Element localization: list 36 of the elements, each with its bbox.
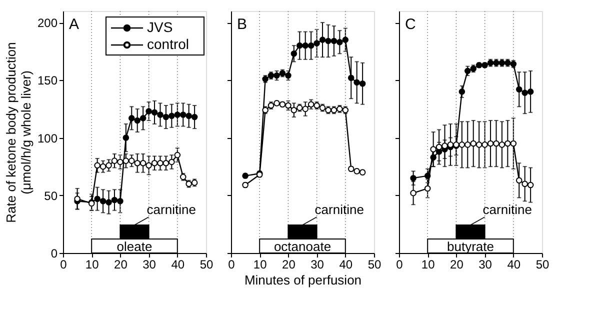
y-axis-title: Rate of ketone body production (μmol/h/g whole liver) [3, 42, 34, 223]
x-tick-label: 40 [171, 258, 185, 272]
band-label: carnitine [482, 202, 532, 217]
y-tick-label: 0 [50, 246, 58, 260]
annotation: C [405, 16, 416, 33]
x-axis-title: Minutes of perfusion [244, 272, 362, 288]
x-tick-label: 30 [142, 258, 156, 272]
x-tick-label: 10 [421, 258, 436, 272]
x-tick-label: 50 [536, 258, 550, 272]
x-tick-label: 20 [450, 258, 464, 272]
x-tick-label: 50 [200, 258, 214, 272]
y-tick-label: 200 [37, 16, 58, 30]
x-tick-label: 40 [339, 258, 353, 272]
x-tick-label: 30 [478, 258, 492, 272]
band-label: oleate [116, 239, 152, 254]
x-tick-label: 30 [310, 258, 324, 272]
legend-label: control [147, 36, 190, 52]
annotation: B [237, 16, 248, 33]
x-tick-label: 10 [85, 258, 100, 272]
band-label: carnitine [146, 202, 196, 217]
y-tick-label: 50 [44, 188, 58, 203]
x-tick-label: 20 [114, 258, 128, 272]
y-tick-label: 150 [37, 74, 58, 88]
x-tick-label: 0 [228, 258, 236, 272]
legend-label: JVS [147, 19, 173, 35]
x-tick-label: 10 [253, 258, 268, 272]
x-tick-label: 50 [368, 258, 382, 272]
band-label: octanoate [274, 239, 332, 254]
x-tick-label: 20 [282, 258, 296, 272]
x-tick-label: 0 [396, 258, 404, 272]
x-tick-label: 0 [60, 258, 68, 272]
x-tick-label: 40 [507, 258, 521, 272]
band-label: butyrate [447, 239, 494, 254]
annotation: A [69, 16, 80, 33]
y-tick-label: 100 [37, 131, 58, 146]
band-label: carnitine [314, 202, 364, 217]
